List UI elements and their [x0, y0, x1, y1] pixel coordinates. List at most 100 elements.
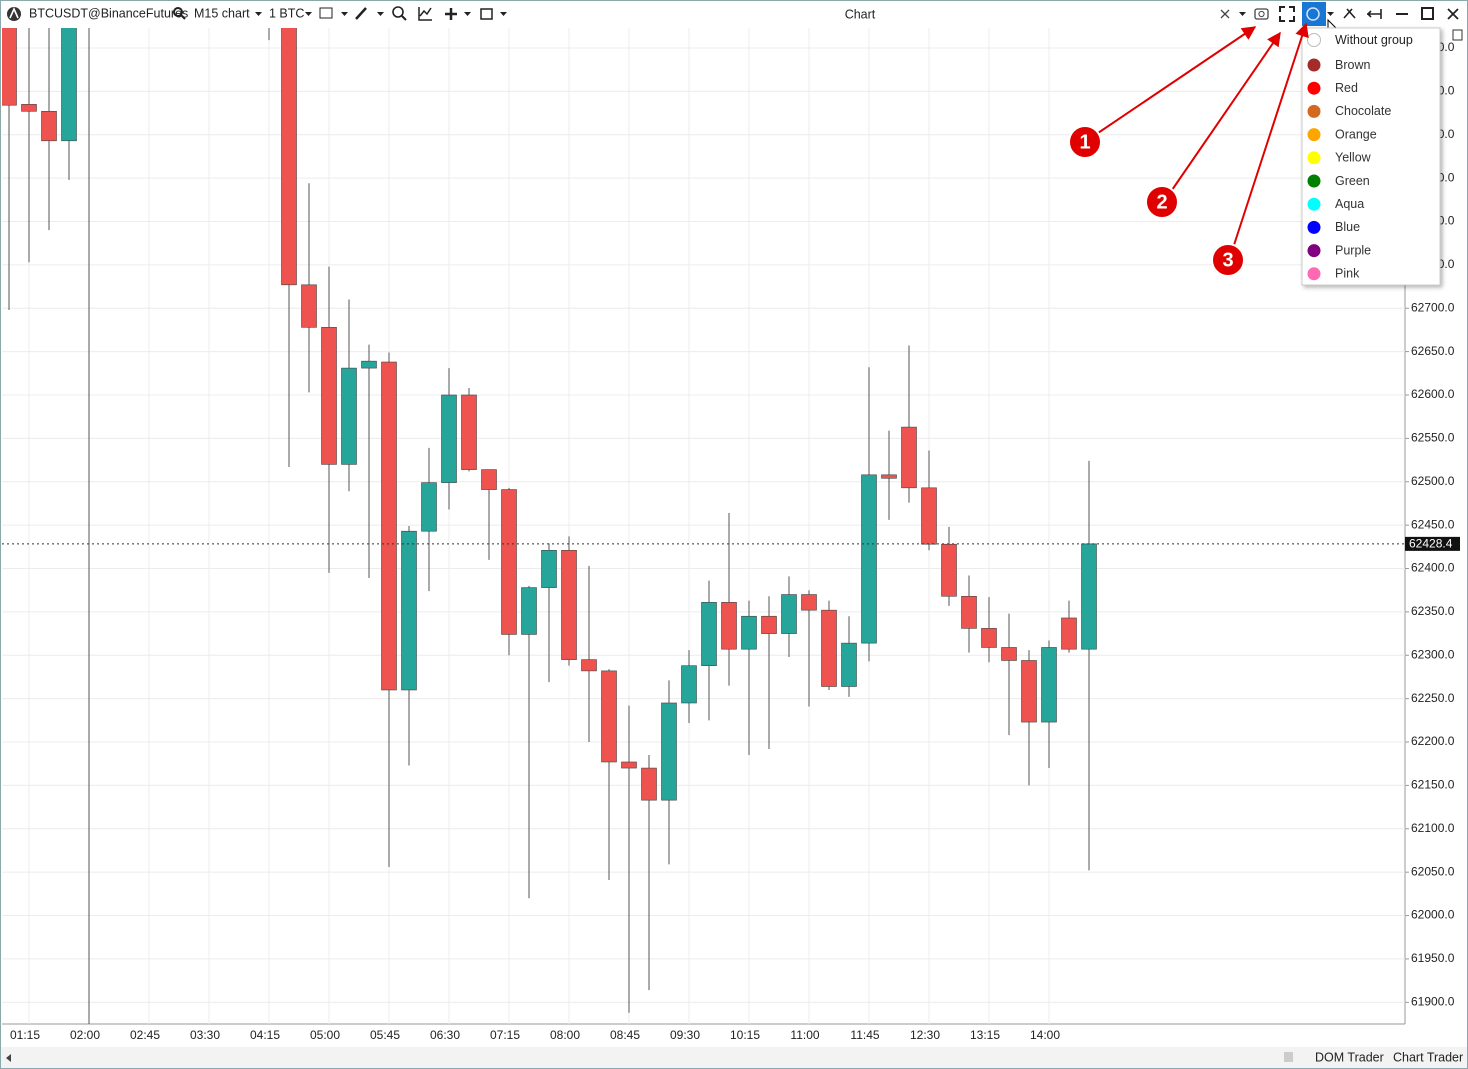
- link-icon[interactable]: [1220, 9, 1230, 19]
- menu-item[interactable]: Pink: [1335, 267, 1360, 281]
- screenshot-lens: [1258, 10, 1265, 18]
- candle-body: [601, 670, 617, 763]
- add-icon[interactable]: [445, 8, 457, 20]
- timeframe[interactable]: M15 chart: [194, 6, 250, 20]
- menu-item[interactable]: Purple: [1335, 243, 1371, 257]
- candle-body: [281, 28, 297, 286]
- window-title: Chart: [845, 7, 876, 21]
- dom-trader-tab[interactable]: DOM Trader: [1315, 1050, 1384, 1064]
- x-tick-label: 06:30: [430, 1028, 460, 1042]
- callout-number: 2: [1156, 191, 1167, 213]
- x-tick-label: 05:00: [310, 1028, 340, 1042]
- color-swatch[interactable]: [1307, 81, 1321, 95]
- group-button[interactable]: [1302, 2, 1326, 26]
- dropdown-arrow[interactable]: [1327, 12, 1334, 16]
- color-swatch[interactable]: [1307, 197, 1321, 211]
- close-button[interactable]: [1447, 8, 1459, 20]
- color-swatch[interactable]: [1307, 244, 1321, 258]
- pin-icon[interactable]: [1366, 9, 1382, 19]
- draw-icon[interactable]: [355, 7, 367, 20]
- y-tick-label: 62400.0: [1411, 561, 1455, 575]
- candle-body: [761, 615, 777, 634]
- zoom-icon[interactable]: [392, 6, 404, 18]
- candle-body: [661, 702, 677, 801]
- toolbar: BTCUSDT@BinanceFutures M15 chart 1 BTC C…: [1, 1, 1467, 39]
- x-tick-label: 05:45: [370, 1028, 400, 1042]
- candle-body: [401, 530, 417, 691]
- x-tick-label: 12:30: [910, 1028, 940, 1042]
- indicator-icon[interactable]: [418, 7, 432, 21]
- color-group-menu: Without group Brown Red Chocolate Orange Yell…: [1301, 27, 1441, 286]
- candle-body: [481, 469, 497, 490]
- y-tick-label: 61900.0: [1411, 994, 1455, 1008]
- x-tick-label: 08:45: [610, 1028, 640, 1042]
- x-tick-label: 08:00: [550, 1028, 580, 1042]
- color-swatch[interactable]: [1307, 128, 1321, 142]
- candle-body: [741, 615, 757, 650]
- color-swatch[interactable]: [1307, 174, 1321, 188]
- color-swatch[interactable]: [1307, 104, 1321, 118]
- menu-item[interactable]: Blue: [1335, 220, 1360, 234]
- menu-item[interactable]: Orange: [1335, 127, 1377, 141]
- color-swatch[interactable]: [1307, 58, 1321, 72]
- status-bar: DOM Trader Chart Trader: [1, 29, 1467, 1068]
- candle-body: [361, 360, 377, 369]
- candle-body: [821, 609, 837, 687]
- symbol[interactable]: BTCUSDT@BinanceFutures: [29, 6, 188, 20]
- candle-body: [341, 367, 357, 465]
- x-tick-label: 03:30: [190, 1028, 220, 1042]
- menu-item[interactable]: Without group: [1335, 33, 1413, 47]
- candle-body: [1081, 543, 1097, 650]
- menu-item[interactable]: Chocolate: [1335, 104, 1391, 118]
- menu-item[interactable]: Brown: [1335, 58, 1370, 72]
- candle-body: [881, 474, 897, 479]
- menu-item[interactable]: Aqua: [1335, 197, 1364, 211]
- color-swatch[interactable]: [1307, 267, 1321, 281]
- candle-body: [461, 394, 477, 470]
- menu-item[interactable]: Yellow: [1335, 151, 1372, 165]
- settings-icon[interactable]: [1343, 8, 1356, 19]
- x-tick-label: 02:00: [70, 1028, 100, 1042]
- candle-body: [421, 482, 437, 532]
- dropdown-arrow[interactable]: [1239, 12, 1246, 16]
- status-bar-bg: [1, 1047, 1467, 1068]
- callout-badge: [1211, 243, 1245, 277]
- x-tick-label: 09:30: [670, 1028, 700, 1042]
- dropdown-arrow[interactable]: [341, 12, 348, 16]
- scroll-thumb[interactable]: [1284, 1052, 1293, 1062]
- dropdown-arrow[interactable]: [464, 12, 471, 16]
- color-swatch[interactable]: [1307, 151, 1321, 165]
- callouts: 1 2 3: [1068, 22, 1309, 277]
- x-tick-label: 01:15: [10, 1028, 40, 1042]
- layout-icon[interactable]: [480, 8, 493, 20]
- template-icon[interactable]: [319, 7, 333, 19]
- search-icon[interactable]: [173, 7, 183, 17]
- candle-body: [41, 110, 57, 142]
- x-tick-label: 07:15: [490, 1028, 520, 1042]
- menu-item[interactable]: Red: [1335, 81, 1358, 95]
- color-swatch[interactable]: [1307, 220, 1321, 234]
- candle-body: [941, 543, 957, 597]
- toolbar-bg: [1, 1, 1467, 28]
- candle-body: [541, 549, 557, 588]
- chart-trader-tab[interactable]: Chart Trader: [1393, 1050, 1463, 1064]
- last-price-label: 62428.4: [1409, 537, 1453, 551]
- candle-body: [861, 474, 877, 644]
- dropdown-arrow[interactable]: [500, 12, 507, 16]
- menu-item[interactable]: Green: [1335, 174, 1370, 188]
- last-price-box: [1405, 536, 1460, 551]
- maximize-button[interactable]: [1421, 7, 1434, 20]
- fullscreen-icon[interactable]: [1279, 6, 1295, 22]
- dropdown-arrow[interactable]: [377, 12, 384, 16]
- app-icon-glyph: [9, 7, 19, 19]
- volume[interactable]: 1 BTC: [269, 6, 304, 20]
- panel-icon[interactable]: [1452, 29, 1463, 41]
- y-tick-label: 62300.0: [1411, 647, 1455, 661]
- candles: [2, 28, 1097, 1024]
- screenshot-icon[interactable]: [1254, 8, 1269, 20]
- x-tick-label: 11:00: [790, 1028, 819, 1042]
- color-swatch[interactable]: [1307, 33, 1321, 47]
- scroll-left[interactable]: [6, 1054, 11, 1062]
- dropdown-arrow[interactable]: [255, 12, 262, 16]
- dropdown-arrow[interactable]: [305, 12, 312, 16]
